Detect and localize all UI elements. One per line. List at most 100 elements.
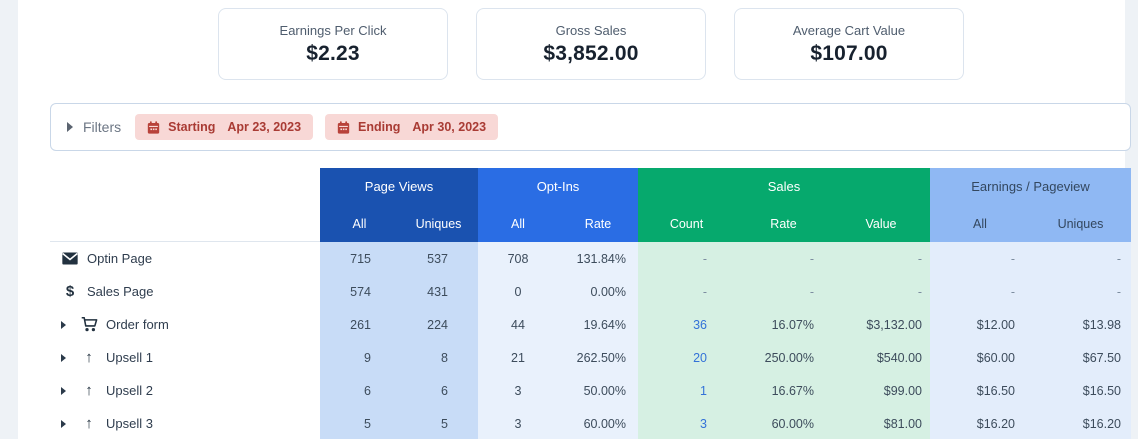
- filter-badge-date: Apr 30, 2023: [412, 120, 487, 134]
- table-cell: 431: [399, 275, 478, 308]
- table-cell: 16.67%: [735, 374, 832, 407]
- envelope-icon: [61, 252, 79, 265]
- table-cell: $60.00: [930, 341, 1030, 374]
- table-cell: -: [930, 242, 1030, 275]
- column-header-sales-value: Value: [832, 205, 930, 242]
- table-cell: 3: [478, 407, 558, 439]
- filters-label: Filters: [83, 119, 122, 135]
- content-area: Earnings Per Click $2.23 Gross Sales $3,…: [18, 0, 1131, 439]
- table-cell: 19.64%: [558, 308, 638, 341]
- group-header-opt-ins: Opt-Ins: [478, 168, 638, 205]
- column-header-sales-rate: Rate: [735, 205, 832, 242]
- table-cell: 0.00%: [558, 275, 638, 308]
- column-header-sales-count: Count: [638, 205, 735, 242]
- filter-badge-ending[interactable]: Ending Apr 30, 2023: [325, 114, 499, 140]
- table-cell: $16.20: [1030, 407, 1131, 439]
- table-row-label[interactable]: $ ↑ Upsell 1: [50, 341, 320, 374]
- table-cell: 1: [638, 374, 735, 407]
- row-label-text: Optin Page: [87, 251, 153, 266]
- table-cell: 537: [399, 242, 478, 275]
- sales-count-link[interactable]: 36: [693, 317, 707, 332]
- filter-badge-date: Apr 23, 2023: [227, 120, 302, 134]
- table-cell: -: [735, 275, 832, 308]
- sales-count-link[interactable]: 1: [700, 383, 707, 398]
- table-cell: -: [638, 275, 735, 308]
- table-cell: -: [832, 242, 930, 275]
- filter-badge-name: Starting: [168, 120, 216, 134]
- table-cell: 20: [638, 341, 735, 374]
- column-header-oi-rate: Rate: [558, 205, 638, 242]
- table-cell: 5: [320, 407, 399, 439]
- table-cell: 5: [399, 407, 478, 439]
- table-cell: 50.00%: [558, 374, 638, 407]
- table-cell: $12.00: [930, 308, 1030, 341]
- group-header-page-views: Page Views: [320, 168, 478, 205]
- table-row-label[interactable]: $ ↑ Sales Page: [50, 275, 320, 308]
- table-cell: $540.00: [832, 341, 930, 374]
- row-label-text: Order form: [106, 317, 169, 332]
- table-cell: -: [735, 242, 832, 275]
- table-cell: 16.07%: [735, 308, 832, 341]
- stat-card-gross-sales: Gross Sales $3,852.00: [476, 8, 706, 80]
- row-label-text: Upsell 3: [106, 416, 153, 431]
- row-expand-caret-icon[interactable]: [61, 386, 66, 395]
- table-row-label[interactable]: $ ↑ Optin Page: [50, 242, 320, 275]
- table-cell: 6: [320, 374, 399, 407]
- expand-caret-icon[interactable]: [67, 122, 73, 132]
- stat-card-value: $3,852.00: [543, 41, 639, 65]
- stat-card-label: Average Cart Value: [792, 22, 906, 38]
- column-header-pv-uniques: Uniques: [399, 205, 478, 242]
- stat-card-label: Gross Sales: [555, 22, 627, 38]
- stat-card-value: $2.23: [306, 41, 360, 65]
- row-expand-caret-icon[interactable]: [61, 320, 66, 329]
- table-cell: 6: [399, 374, 478, 407]
- sales-count-link[interactable]: 20: [693, 350, 707, 365]
- table-cell: 3: [638, 407, 735, 439]
- table-row-label[interactable]: $ ↑ Upsell 2: [50, 374, 320, 407]
- table-cell: 708: [478, 242, 558, 275]
- table-cell: $16.50: [930, 374, 1030, 407]
- table-cell: -: [832, 275, 930, 308]
- table-cell: 9: [320, 341, 399, 374]
- table-cell: $16.20: [930, 407, 1030, 439]
- row-expand-caret-icon[interactable]: [61, 353, 66, 362]
- table-cell: 36: [638, 308, 735, 341]
- stat-card-earnings-per-click: Earnings Per Click $2.23: [218, 8, 448, 80]
- table-row-label[interactable]: $ ↑ Upsell 3: [50, 407, 320, 439]
- filter-badge-name: Ending: [358, 120, 401, 134]
- table-cell: 0: [478, 275, 558, 308]
- table-cell: 60.00%: [735, 407, 832, 439]
- calendar-icon: [337, 120, 350, 134]
- filter-badge-starting[interactable]: Starting Apr 23, 2023: [135, 114, 314, 140]
- stat-card-label: Earnings Per Click: [279, 22, 387, 38]
- filters-bar[interactable]: Filters Starting Apr 23, 2023: [50, 103, 1131, 151]
- column-header-oi-all: All: [478, 205, 558, 242]
- table-cell: 131.84%: [558, 242, 638, 275]
- stat-card-value: $107.00: [810, 41, 888, 65]
- table-row-label[interactable]: $ ↑ Order form: [50, 308, 320, 341]
- table-cell: 261: [320, 308, 399, 341]
- table-cell: $99.00: [832, 374, 930, 407]
- stats-table: Page Views Opt-Ins Sales Earnings / Page…: [50, 168, 1131, 439]
- table-cell: $16.50: [1030, 374, 1131, 407]
- table-cell: 8: [399, 341, 478, 374]
- row-label-text: Sales Page: [87, 284, 154, 299]
- cart-icon: [80, 317, 98, 332]
- group-header-earnings-pageview: Earnings / Pageview: [930, 168, 1131, 205]
- table-cell: $81.00: [832, 407, 930, 439]
- sales-count-link[interactable]: 3: [700, 416, 707, 431]
- row-label-text: Upsell 1: [106, 350, 153, 365]
- row-label-text: Upsell 2: [106, 383, 153, 398]
- table-cell: -: [1030, 242, 1131, 275]
- table-cell: 262.50%: [558, 341, 638, 374]
- calendar-icon: [147, 120, 160, 134]
- column-header-earn-uniques: Uniques: [1030, 205, 1131, 242]
- table-cell: 60.00%: [558, 407, 638, 439]
- table-cell: 574: [320, 275, 399, 308]
- table-cell: 21: [478, 341, 558, 374]
- row-expand-caret-icon[interactable]: [61, 419, 66, 428]
- table-cell: 250.00%: [735, 341, 832, 374]
- table-cell: 3: [478, 374, 558, 407]
- column-header-earn-all: All: [930, 205, 1030, 242]
